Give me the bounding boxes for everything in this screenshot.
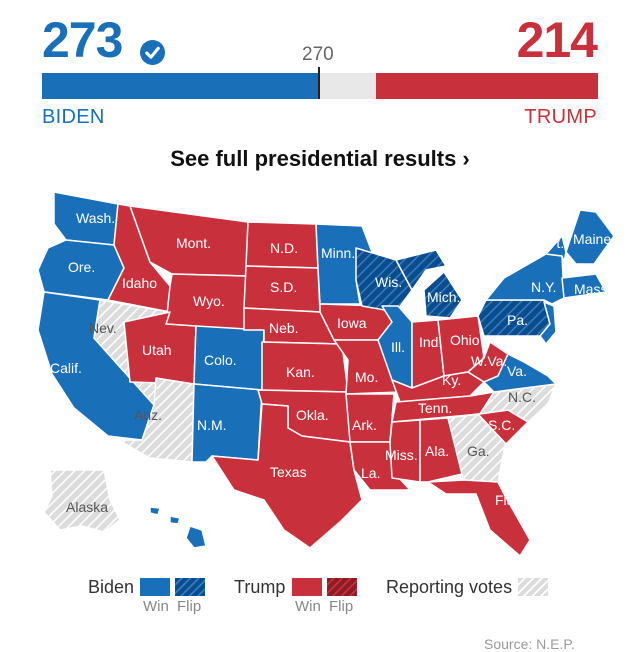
state-label-minn: Minn. [321, 245, 355, 261]
trump-electoral-votes: 214 [516, 12, 598, 68]
state-label-iowa: Iowa [337, 315, 367, 331]
state-label-vt: Vt. [547, 235, 564, 251]
state-label-n-y: N.Y. [531, 279, 556, 295]
state-label-s-c: S.C. [488, 417, 515, 433]
state-label-mich: Mich. [427, 289, 460, 305]
state-label-tenn: Tenn. [418, 400, 452, 416]
state-label-maine: Maine [573, 231, 611, 247]
state-label-s-d: S.D. [270, 279, 297, 295]
threshold-label: 270 [302, 44, 334, 65]
state-label-ore: Ore. [68, 259, 95, 275]
legend-biden-flip-swatch [175, 578, 205, 596]
state-hawaii[interactable] [149, 506, 207, 549]
threshold-marker [317, 67, 320, 99]
legend-trump-win-text: Win [295, 598, 321, 615]
trump-bar-fill [376, 73, 598, 99]
state-label-n-j: N.J. [562, 321, 587, 337]
state-label-mass: Mass. [574, 281, 611, 297]
state-va[interactable] [483, 353, 557, 393]
state-label-hawaii: Hawaii [210, 519, 252, 535]
state-mass[interactable] [561, 273, 607, 299]
source-note: Source: N.E.P. [484, 636, 575, 652]
state-label-ala: Ala. [425, 443, 449, 459]
state-label-okla: Okla. [296, 407, 329, 423]
state-label-ark: Ark. [352, 417, 377, 433]
state-label-mont: Mont. [176, 235, 211, 251]
legend-biden-flip-text: Flip [177, 598, 202, 615]
state-label-w-va: W.Va. [471, 353, 507, 369]
state-label-va: Va. [507, 363, 527, 379]
state-label-n-d: N.D. [270, 240, 298, 256]
legend-trump-win-swatch [292, 578, 322, 596]
state-label-colo: Colo. [204, 352, 237, 368]
state-label-n-m: N.M. [197, 417, 227, 433]
biden-bar-fill [42, 73, 319, 99]
biden-name: BIDEN [42, 106, 105, 128]
state-n-j[interactable] [539, 301, 557, 345]
legend-reporting-swatch [518, 578, 548, 596]
state-label-mo: Mo. [355, 369, 378, 385]
state-label-idaho: Idaho [122, 275, 157, 291]
legend-biden-label: Biden [88, 577, 135, 597]
biden-electoral-votes: 273 [42, 12, 123, 68]
state-label-calif: Calif. [50, 360, 82, 376]
winner-check-icon [140, 40, 165, 65]
legend-biden-win-text: Win [143, 598, 169, 615]
legend-reporting-label: Reporting votes [386, 577, 513, 597]
state-miss[interactable] [389, 419, 421, 483]
state-mich[interactable] [395, 249, 463, 319]
state-maine[interactable] [565, 209, 615, 265]
state-label-kan: Kan. [286, 364, 315, 380]
state-label-ga: Ga. [467, 443, 490, 459]
state-vt[interactable] [545, 235, 567, 263]
state-label-texas: Texas [270, 464, 307, 480]
state-label-ariz: Ariz. [134, 407, 162, 423]
electoral-vote-bar [42, 67, 598, 99]
state-label-wash: Wash. [76, 210, 115, 226]
state-label-neb: Neb. [269, 320, 299, 336]
state-label-ind: Ind. [419, 334, 442, 350]
legend-trump-flip-text: Flip [329, 598, 354, 615]
state-label-alaska: Alaska [66, 499, 108, 515]
state-label-fla: Fla. [495, 492, 518, 508]
state-label-wyo: Wyo. [193, 293, 225, 309]
full-results-link[interactable]: See full presidential results › [170, 146, 470, 171]
state-label-la: La. [361, 465, 380, 481]
state-n-y[interactable] [485, 253, 565, 305]
trump-name: TRUMP [524, 106, 597, 128]
state-label-wis: Wis. [375, 274, 402, 290]
state-label-ky: Ky. [442, 372, 461, 388]
state-label-nev: Nev. [89, 320, 117, 336]
state-label-ill: Ill. [391, 339, 405, 355]
state-fla[interactable] [427, 479, 531, 557]
legend-trump-label: Trump [234, 577, 286, 597]
state-alaska[interactable] [43, 469, 121, 533]
state-texas[interactable] [211, 403, 363, 549]
state-label-n-c: N.C. [508, 389, 536, 405]
legend-biden-win-swatch [140, 578, 170, 596]
state-label-miss: Miss. [385, 447, 418, 463]
state-label-pa: Pa. [507, 312, 528, 328]
state-label-ohio: Ohio [450, 332, 480, 348]
legend-trump-flip-swatch [327, 578, 357, 596]
state-label-utah: Utah [142, 342, 172, 358]
